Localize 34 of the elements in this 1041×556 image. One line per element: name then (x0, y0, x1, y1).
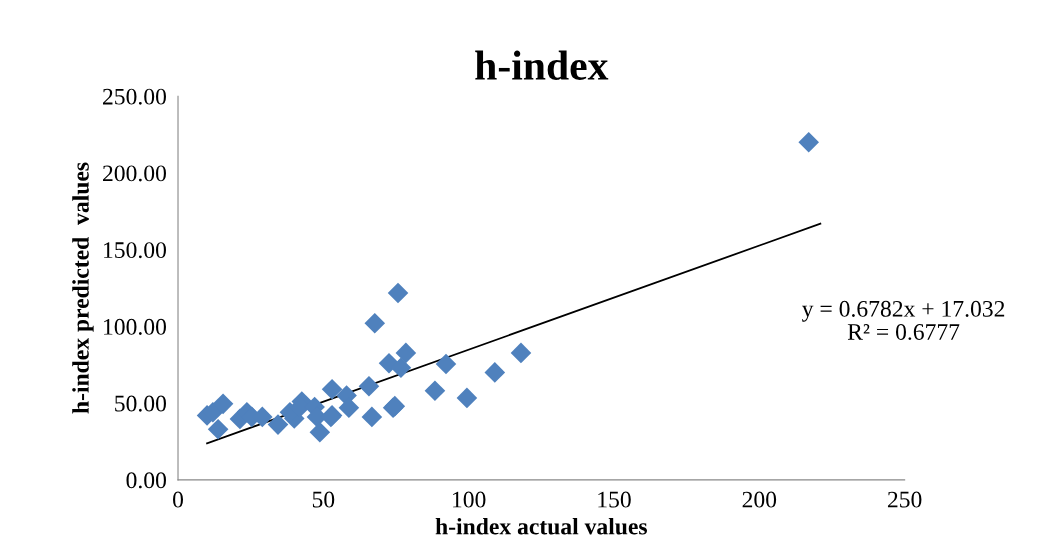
y-tick-label: 250.00 (103, 88, 166, 105)
point (435, 353, 457, 375)
y-tick-label: 50.00 (115, 395, 166, 412)
point (456, 387, 478, 409)
x-tick-label: 0 (173, 491, 184, 508)
point (207, 418, 229, 440)
point (364, 313, 386, 334)
x-axis-title: h-index actual values (435, 517, 648, 535)
y-tick-label: 100.00 (104, 318, 166, 335)
point (361, 406, 383, 428)
point (390, 357, 412, 379)
x-tick-label: 50 (312, 491, 335, 508)
point (321, 378, 343, 400)
y-tick-label: 0.00 (126, 472, 166, 489)
point (358, 375, 380, 397)
point (212, 393, 234, 415)
x-tick-label: 100 (453, 491, 486, 508)
x-tick-label: 150 (598, 491, 631, 508)
y-axis-title: h-index predicted values (72, 162, 94, 414)
point (395, 342, 417, 364)
x-tick-label: 200 (742, 491, 777, 508)
point (309, 421, 331, 443)
y-tick-label: 200.00 (103, 165, 166, 182)
point (484, 362, 506, 383)
x-tick-label: 250 (887, 491, 922, 508)
chart-title: h-index (475, 50, 609, 80)
point (510, 342, 532, 364)
point (387, 282, 409, 304)
point (267, 414, 289, 435)
point (798, 131, 820, 153)
y-tick-label: 150.00 (104, 242, 166, 259)
annotation: y = 0.6782x + 17.032 R² = 0.6777 (802, 300, 1005, 341)
point (424, 380, 446, 402)
point (338, 397, 360, 418)
